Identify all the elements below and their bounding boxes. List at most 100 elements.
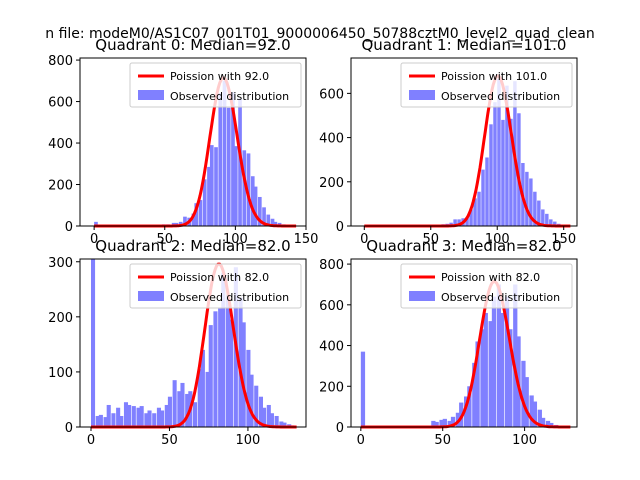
histogram-bar (225, 294, 231, 427)
histogram-bar (553, 221, 557, 226)
histogram-bar (545, 420, 551, 427)
histogram-bar (477, 191, 481, 226)
histogram-bar (505, 85, 509, 226)
histogram-bar (508, 329, 513, 427)
y-tick-label: 200 (319, 176, 344, 191)
histogram-bar (472, 362, 477, 427)
legend: Poission with 101.0 Observed distribution (400, 62, 573, 108)
histogram-bar (431, 420, 436, 427)
histogram-bar (258, 396, 263, 427)
subplot-title: Quadrant 2: Median=82.0 (95, 237, 290, 255)
histogram-bar (111, 413, 116, 427)
y-tick-label: 200 (48, 311, 73, 326)
x-tick-label: 150 (294, 232, 319, 247)
y-tick-label: 400 (319, 132, 344, 147)
histogram-bar (279, 421, 284, 427)
legend-label: Poission with 82.0 (441, 271, 540, 284)
histogram-bar (90, 259, 96, 427)
y-tick-label: 300 (48, 256, 73, 271)
histogram-bar (266, 404, 271, 427)
subplot-3: 0 50 100 0 200 400 600 800 Quadrant 3: Median=82… (319, 237, 578, 448)
histogram-bar (106, 404, 111, 427)
histogram-bar (103, 417, 108, 427)
legend-label: Poission with 101.0 (441, 70, 547, 83)
histogram-bar (439, 419, 444, 427)
histogram-bar (453, 219, 457, 226)
y-tick-label: 800 (48, 54, 73, 69)
subplot-title: Quadrant 0: Median=92.0 (95, 36, 290, 54)
histogram-bar (241, 322, 246, 427)
x-tick-label: 100 (485, 232, 510, 247)
y-tick-label: 400 (48, 137, 73, 152)
y-tick-label: 200 (48, 179, 73, 194)
histogram-bar (481, 169, 485, 226)
histogram-bar (513, 284, 518, 427)
legend-patch-handle (409, 90, 435, 100)
histogram-bar (185, 393, 190, 427)
y-tick-label: 200 (319, 380, 344, 395)
histogram-bar (198, 200, 203, 226)
histogram-bar (254, 385, 259, 427)
histogram-bar (549, 422, 554, 427)
histogram-bar (532, 401, 538, 427)
histogram-bar (464, 396, 469, 427)
histogram-bar (180, 382, 185, 427)
histogram-bar (250, 176, 255, 226)
x-tick-label: 100 (512, 433, 537, 448)
histogram-bar (509, 118, 513, 226)
histogram-bar (501, 119, 505, 226)
histogram-bar (152, 413, 157, 427)
axes-frame (79, 258, 307, 428)
y-tick-label: 0 (336, 421, 344, 436)
histogram-bar (457, 219, 461, 226)
histogram-bar (249, 374, 254, 427)
subplot-title: Quadrant 1: Median=101.0 (362, 36, 567, 54)
y-tick-label: 0 (65, 220, 73, 235)
histogram-bar (549, 219, 553, 226)
y-tick-label: 400 (319, 340, 344, 355)
histogram-bar (521, 360, 526, 427)
histogram-bar (517, 113, 521, 226)
histogram-bar (183, 216, 187, 226)
legend: Poission with 92.0 Observed distribution (129, 62, 302, 108)
legend-box (129, 62, 302, 108)
x-tick-label: 50 (434, 433, 451, 448)
x-tick-label: 0 (87, 433, 95, 448)
histogram-bar (144, 413, 149, 427)
histogram-bar (139, 406, 144, 427)
histogram-bar (529, 395, 534, 427)
histogram-bar (447, 420, 452, 427)
histogram-bar (238, 297, 243, 427)
legend-box (400, 263, 573, 309)
histogram-bar (493, 102, 497, 226)
figure-title: n file: modeM0/AS1C07_001T01_9000006450_… (45, 26, 594, 42)
histogram-bar (197, 369, 202, 427)
y-tick-label: 0 (336, 220, 344, 235)
histogram-bar (123, 402, 129, 427)
histogram-bar (156, 407, 161, 427)
histogram-bar (475, 341, 480, 427)
histogram-bar (119, 415, 124, 427)
x-tick-label: 0 (357, 433, 365, 448)
histogram-bar (360, 351, 366, 427)
histogram-bar (500, 312, 505, 427)
legend-label: Observed distribution (170, 90, 289, 103)
x-tick-label: 0 (360, 232, 368, 247)
histogram-bar (127, 404, 132, 427)
histogram-bar (242, 150, 247, 226)
axes-frame (79, 57, 307, 227)
histogram-bar (147, 410, 152, 427)
histogram-bar (177, 391, 182, 427)
y-tick-label: 600 (319, 299, 344, 314)
histogram-bar (202, 179, 207, 226)
histogram-bar (529, 178, 533, 226)
histogram-bar (246, 153, 251, 226)
histogram-bar (218, 93, 223, 226)
histogram-bar (525, 171, 529, 226)
histogram-bar (226, 107, 231, 226)
y-tick-label: 600 (319, 87, 344, 102)
histogram-bar (160, 410, 165, 427)
histogram-bar (489, 124, 493, 226)
histogram-bar (270, 218, 275, 226)
histogram-bar (274, 415, 279, 427)
